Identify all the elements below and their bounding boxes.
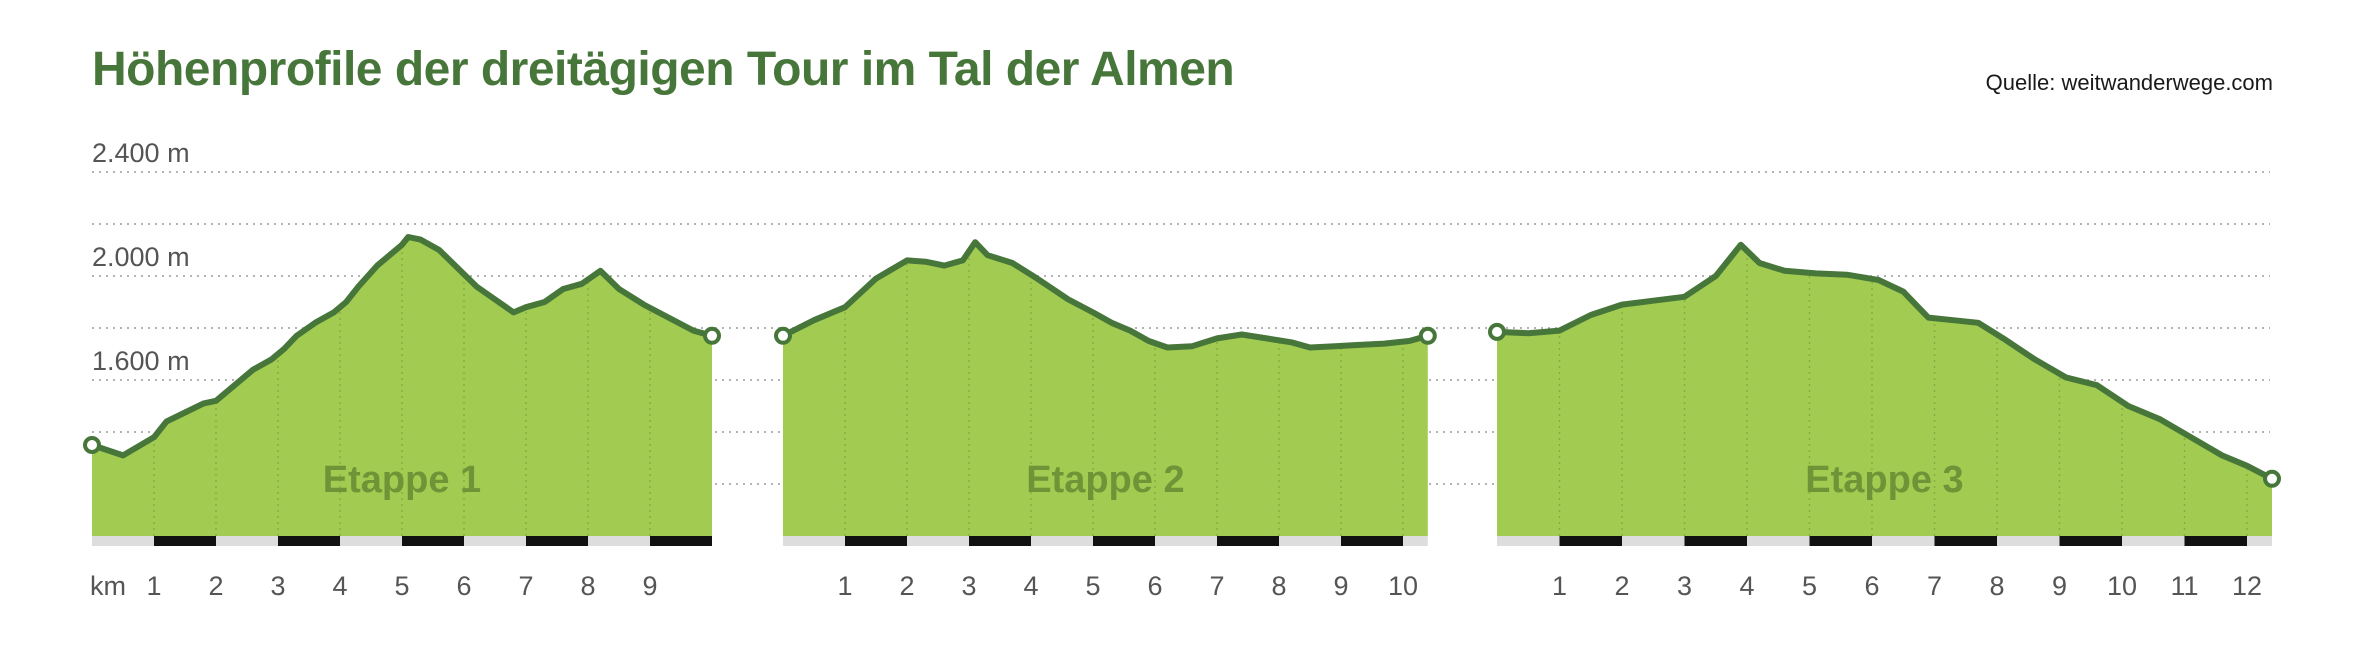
- scale-bar-segment: [278, 536, 340, 546]
- scale-bar-segment: [154, 536, 216, 546]
- scale-bar-segment: [464, 536, 526, 546]
- scale-bar-segment: [216, 536, 278, 546]
- x-tick-label: 12: [2232, 571, 2262, 601]
- x-tick-label: 2: [1614, 571, 1629, 601]
- scale-bar-segment: [2059, 536, 2122, 546]
- stage-area: [92, 237, 712, 536]
- scale-bar-segment: [402, 536, 464, 546]
- chart-title: Höhenprofile der dreitägigen Tour im Tal…: [92, 43, 1235, 96]
- profile-line: [1494, 241, 2275, 482]
- x-tick-label: 9: [1333, 571, 1348, 601]
- x-tick-label: 5: [1085, 571, 1100, 601]
- y-tick-label: 2.000 m: [92, 242, 190, 272]
- x-tick-label: 8: [1271, 571, 1286, 601]
- x-tick-label: 8: [1989, 571, 2004, 601]
- scale-bar-segment: [650, 536, 712, 546]
- x-tick-label: 10: [2107, 571, 2137, 601]
- scale-bar-segment: [1217, 536, 1279, 546]
- x-tick-label: 4: [332, 571, 347, 601]
- end-marker: [703, 326, 721, 345]
- scale-bar-segment: [907, 536, 969, 546]
- y-tick-label: 1.600 m: [92, 346, 190, 376]
- x-tick-label: 7: [1209, 571, 1224, 601]
- x-tick-label: 3: [270, 571, 285, 601]
- scale-bar-segment: [526, 536, 588, 546]
- stage-label: Etappe 1: [323, 459, 481, 501]
- x-tick-label: 3: [1677, 571, 1692, 601]
- end-marker: [1418, 326, 1437, 345]
- scale-bar-segment: [1747, 536, 1810, 546]
- x-tick-label: 1: [837, 571, 852, 601]
- x-tick-label: 7: [1927, 571, 1942, 601]
- x-tick-label: 11: [2170, 571, 2198, 601]
- scale-bar-segment: [1155, 536, 1217, 546]
- y-tick-label: 2.400 m: [92, 138, 190, 168]
- scale-bar-segment: [92, 536, 154, 546]
- scale-bar-segment: [2247, 536, 2272, 546]
- end-marker: [2263, 469, 2281, 488]
- x-tick-label: 5: [1802, 571, 1817, 601]
- x-tick-label: 1: [146, 571, 161, 601]
- x-unit-label: km: [90, 571, 126, 601]
- scale-bar-segment: [340, 536, 402, 546]
- scale-bar-segment: [1997, 536, 2060, 546]
- x-tick-label: 2: [208, 571, 223, 601]
- x-tick-label: 9: [642, 571, 657, 601]
- profile-line: [780, 239, 1431, 351]
- scale-bar-segment: [1872, 536, 1935, 546]
- scale-bar-segment: [2122, 536, 2185, 546]
- x-tick-label: 6: [456, 571, 471, 601]
- x-tick-label: 1: [1552, 571, 1567, 601]
- x-tick-label: 5: [394, 571, 409, 601]
- x-tick-label: 6: [1147, 571, 1162, 601]
- x-tick-label: 4: [1023, 571, 1038, 601]
- x-tick-label: 4: [1739, 571, 1754, 601]
- scale-bar-segment: [2184, 536, 2247, 546]
- scale-bar-segment: [845, 536, 907, 546]
- profile-line: [89, 234, 715, 459]
- start-marker: [1488, 322, 1506, 341]
- x-tick-label: 2: [899, 571, 914, 601]
- source-note: Quelle: weitwanderwege.com: [1985, 70, 2273, 95]
- scale-bar-segment: [588, 536, 650, 546]
- scale-bar-segment: [1031, 536, 1093, 546]
- x-tick-label: 7: [518, 571, 533, 601]
- scale-bar-segment: [1622, 536, 1685, 546]
- scale-bar-segment: [1559, 536, 1622, 546]
- start-marker: [83, 436, 101, 454]
- scale-bar-segment: [783, 536, 845, 546]
- scale-bar-segment: [969, 536, 1031, 546]
- scale-bar-segment: [1279, 536, 1341, 546]
- x-tick-label: 9: [2052, 571, 2067, 601]
- scale-bar-segment: [1934, 536, 1997, 546]
- scale-bar-segment: [1403, 536, 1428, 546]
- scale-bar-segment: [1497, 536, 1560, 546]
- stage-area: [783, 242, 1428, 536]
- stage-label: Etappe 2: [1026, 459, 1184, 501]
- x-tick-label: 8: [580, 571, 595, 601]
- scale-bar-segment: [1684, 536, 1747, 546]
- x-tick-label: 10: [1388, 571, 1418, 601]
- start-marker: [774, 326, 792, 345]
- x-tick-label: 6: [1864, 571, 1879, 601]
- scale-bar-segment: [1341, 536, 1403, 546]
- scale-bar-segment: [1093, 536, 1155, 546]
- stage-label: Etappe 3: [1805, 459, 1963, 501]
- x-tick-label: 3: [961, 571, 976, 601]
- stage-area: [1497, 244, 2272, 537]
- scale-bar-segment: [1809, 536, 1872, 546]
